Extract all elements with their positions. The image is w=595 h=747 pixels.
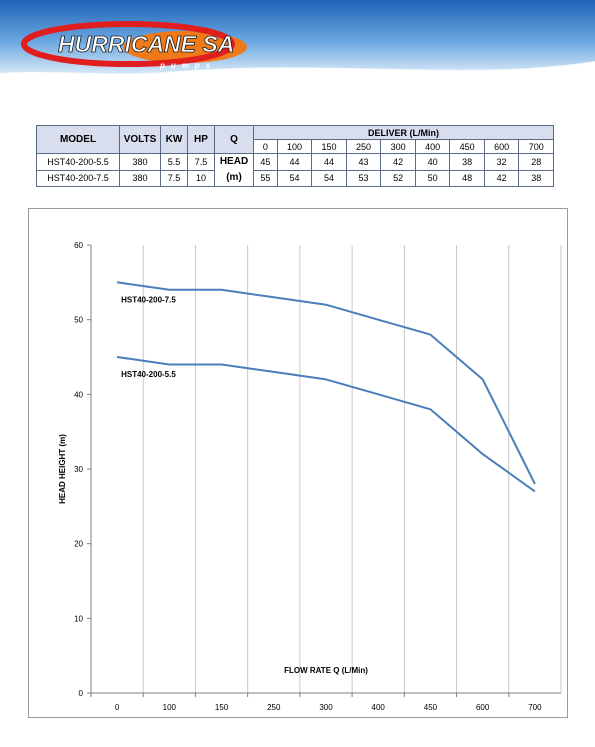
banner-graphic: HURRICANE SA pumps bbox=[0, 0, 595, 76]
head-value-cell: 38 bbox=[518, 169, 554, 187]
flow-cell: 400 bbox=[414, 139, 451, 154]
head-value-cell: 42 bbox=[483, 169, 520, 187]
table-row: HST40-200-7.5 380 7.5 10 55 54 54 53 52 … bbox=[36, 169, 554, 187]
flow-cell: 150 bbox=[311, 139, 347, 154]
brand-tagline: pumps bbox=[159, 61, 216, 70]
head-label-cell: HEAD (m) bbox=[214, 153, 254, 187]
x-tick-label: 250 bbox=[267, 703, 281, 712]
kw-cell: 7.5 bbox=[160, 169, 188, 187]
x-axis-title: FLOW RATE Q (L/Min) bbox=[284, 666, 368, 675]
brand-name: HURRICANE SA bbox=[58, 31, 234, 57]
head-value-cell: 45 bbox=[253, 153, 278, 171]
logo-red-ring bbox=[21, 21, 235, 67]
flow-cell: 600 bbox=[483, 139, 520, 154]
head-value-cell: 53 bbox=[345, 169, 382, 187]
x-tick-label: 600 bbox=[476, 703, 490, 712]
head-value-cell: 48 bbox=[449, 169, 485, 187]
x-tick-label: 0 bbox=[115, 703, 120, 712]
head-unit: (m) bbox=[226, 172, 242, 183]
flow-cell: 300 bbox=[380, 139, 416, 154]
head-value-cell: 55 bbox=[253, 169, 278, 187]
x-tick-label: 450 bbox=[424, 703, 438, 712]
y-tick-label: 0 bbox=[79, 689, 84, 698]
x-tick-label: 400 bbox=[372, 703, 386, 712]
hp-header: HP bbox=[187, 125, 215, 154]
header-banner: HURRICANE SA pumps bbox=[0, 0, 595, 82]
head-value-cell: 44 bbox=[311, 153, 347, 171]
flow-cell: 100 bbox=[276, 139, 313, 154]
deliver-header: DELIVER (L/Min) bbox=[253, 125, 554, 140]
head-value-cell: 54 bbox=[311, 169, 347, 187]
head-value-cell: 43 bbox=[345, 153, 382, 171]
flow-cell: 0 bbox=[253, 139, 278, 154]
series-label: HST40-200-7.5 bbox=[121, 295, 176, 304]
x-tick-label: 100 bbox=[163, 703, 177, 712]
y-tick-label: 50 bbox=[74, 316, 83, 325]
head-value-cell: 50 bbox=[414, 169, 451, 187]
head-value-cell: 44 bbox=[276, 153, 313, 171]
table-row: HST40-200-5.5 380 5.5 7.5 HEAD (m) 45 44… bbox=[36, 153, 554, 187]
y-tick-label: 30 bbox=[74, 465, 83, 474]
model-header: MODEL bbox=[36, 125, 120, 154]
x-tick-label: 150 bbox=[215, 703, 229, 712]
head-value-cell: 42 bbox=[380, 153, 416, 171]
volts-cell: 380 bbox=[119, 169, 161, 187]
head-label: HEAD bbox=[219, 156, 249, 167]
hp-cell: 7.5 bbox=[187, 153, 215, 171]
head-value-cell: 38 bbox=[449, 153, 485, 171]
head-value-cell: 52 bbox=[380, 169, 416, 187]
head-value-cell: 40 bbox=[414, 153, 451, 171]
chart-frame: 0 10 20 30 40 50 60 0 100 150 250 300 400 450 600 700 HS… bbox=[28, 208, 568, 718]
hp-cell: 10 bbox=[187, 169, 215, 187]
y-tick-label: 60 bbox=[74, 241, 83, 250]
y-tick-label: 40 bbox=[74, 390, 83, 399]
series-line bbox=[116, 356, 536, 493]
model-cell: HST40-200-7.5 bbox=[36, 169, 120, 187]
kw-cell: 5.5 bbox=[160, 153, 188, 171]
y-axis-title: HEAD HEIGHT (m) bbox=[58, 434, 67, 504]
flow-cell: 250 bbox=[345, 139, 382, 154]
volts-header: VOLTS bbox=[119, 125, 161, 154]
flow-row: 0 100 150 250 300 400 450 600 700 bbox=[37, 139, 554, 154]
x-tick-label: 300 bbox=[319, 703, 333, 712]
volts-cell: 380 bbox=[119, 153, 161, 171]
x-tick-label: 700 bbox=[528, 703, 542, 712]
flow-cell: 700 bbox=[518, 139, 554, 154]
head-value-cell: 54 bbox=[276, 169, 313, 187]
y-tick-label: 20 bbox=[74, 540, 83, 549]
series-label: HST40-200-5.5 bbox=[121, 370, 176, 379]
kw-header: KW bbox=[160, 125, 188, 154]
pump-spec-table: MODEL VOLTS KW HP Q DELIVER (L/Min) 0 10… bbox=[36, 125, 554, 187]
y-tick-label: 10 bbox=[74, 614, 83, 623]
head-value-cell: 28 bbox=[518, 153, 554, 171]
model-cell: HST40-200-5.5 bbox=[36, 153, 120, 171]
series-line bbox=[116, 281, 536, 485]
head-value-cell: 32 bbox=[483, 153, 520, 171]
q-header: Q bbox=[214, 125, 254, 154]
flow-cell: 450 bbox=[449, 139, 485, 154]
